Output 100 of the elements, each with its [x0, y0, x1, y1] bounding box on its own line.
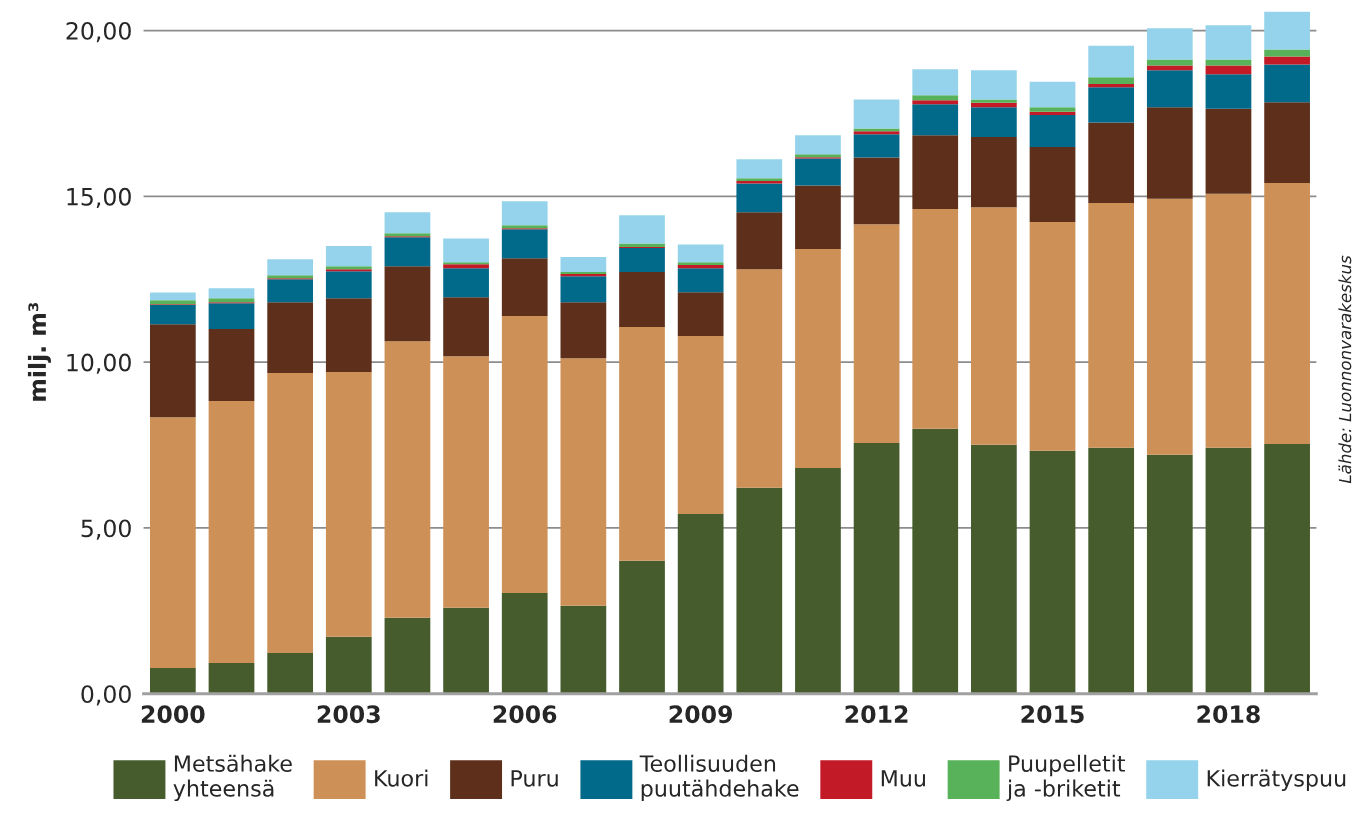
- bar: [736, 269, 783, 488]
- bar: [149, 305, 196, 325]
- bar: [149, 417, 196, 668]
- bar: [267, 259, 314, 276]
- bar: [736, 487, 783, 694]
- bar: [443, 297, 489, 357]
- bar: [971, 102, 1017, 108]
- bar: [501, 201, 548, 226]
- legend-label: Metsähake yhteensä: [173, 754, 292, 802]
- bar: [1029, 146, 1076, 222]
- bar: [971, 99, 1017, 103]
- bar: [384, 617, 431, 694]
- bar: [1146, 198, 1193, 455]
- bar: [501, 316, 548, 593]
- bar: [149, 300, 196, 305]
- bar: [853, 224, 900, 444]
- bar: [208, 288, 255, 299]
- bar: [1205, 65, 1252, 75]
- bar: [677, 244, 724, 263]
- bar: [912, 208, 959, 429]
- bar: [677, 292, 724, 336]
- legend-label: Puru: [511, 770, 558, 787]
- bar: [1205, 59, 1252, 66]
- bar: [208, 303, 255, 329]
- y-tick-label: 15,00: [67, 187, 131, 209]
- bar: [1264, 183, 1310, 445]
- bar: [1264, 444, 1310, 694]
- x-tick-label: 2006: [493, 705, 557, 724]
- text: Lähde: Luonnonvarakeskus: [1338, 255, 1352, 484]
- bar: [384, 237, 431, 267]
- bar: [1264, 102, 1310, 184]
- bar: [619, 215, 665, 244]
- bar: [501, 258, 548, 317]
- bar: [1205, 108, 1252, 194]
- bar: [1146, 65, 1193, 71]
- bar: [1205, 193, 1252, 448]
- bar: [1088, 122, 1135, 203]
- bar: [795, 158, 841, 186]
- bar: [1088, 447, 1135, 694]
- bar: [912, 95, 959, 101]
- bar: [853, 443, 900, 694]
- bar: [501, 592, 548, 694]
- bar: [619, 327, 665, 561]
- bar: [736, 159, 783, 179]
- bar: [853, 157, 900, 225]
- legend-label: Kierrätyspuu: [1207, 769, 1346, 791]
- bar: [384, 212, 431, 234]
- x-tick-label: 2000: [141, 705, 205, 724]
- bar: [677, 265, 724, 269]
- bar: [267, 302, 314, 374]
- bar: [443, 607, 489, 694]
- bar: [912, 100, 959, 105]
- y-tick-label: 20,00: [66, 22, 131, 43]
- bar: [325, 271, 372, 299]
- bar: [560, 358, 607, 606]
- legend-label: Muu: [881, 770, 925, 787]
- bar: [1146, 454, 1193, 694]
- bar: [795, 185, 841, 250]
- bar: [443, 238, 489, 263]
- legend-label: Teollisuuden puutähdehake: [639, 754, 799, 802]
- x-tick-label: 2015: [1021, 705, 1084, 724]
- bar: [1205, 74, 1252, 109]
- bar: [1029, 107, 1076, 112]
- bar: [619, 248, 665, 272]
- bar: [795, 135, 841, 155]
- y-tick-label: 0,00: [81, 685, 131, 706]
- y-tick-label: 5,00: [81, 519, 131, 540]
- bar: [1146, 70, 1193, 108]
- bar: [971, 137, 1017, 208]
- legend-label: Kuori: [375, 769, 428, 787]
- bar: [1205, 447, 1252, 694]
- bar: [971, 444, 1017, 694]
- y-axis-title: milj. m³: [27, 302, 51, 401]
- bar: [325, 246, 372, 267]
- bar: [1146, 28, 1193, 60]
- bar: [267, 373, 314, 653]
- bar: [971, 70, 1017, 100]
- bar: [443, 356, 489, 608]
- bar: [443, 264, 489, 269]
- bar: [325, 298, 372, 373]
- bar: [1029, 450, 1076, 694]
- bar: [443, 268, 489, 298]
- bar: [912, 104, 959, 136]
- bar: [1088, 202, 1135, 448]
- bar: [1088, 77, 1135, 84]
- bar: [853, 99, 900, 129]
- x-tick-label: 2009: [669, 705, 732, 724]
- bar: [971, 207, 1017, 445]
- bar: [795, 249, 841, 468]
- bar: [560, 605, 607, 694]
- bar: [912, 135, 959, 209]
- bar: [1088, 45, 1135, 78]
- bar: [208, 329, 255, 401]
- bar: [677, 514, 724, 694]
- bar: [736, 183, 783, 213]
- bar: [1088, 83, 1135, 88]
- bar: [619, 243, 665, 248]
- bar: [384, 341, 431, 618]
- bar: [1205, 25, 1252, 60]
- bar: [853, 134, 900, 158]
